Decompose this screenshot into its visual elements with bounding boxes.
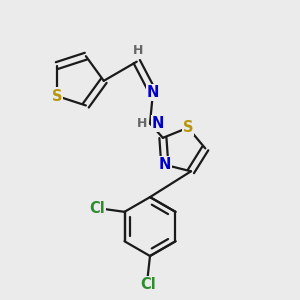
Text: H: H xyxy=(133,44,143,57)
Text: N: N xyxy=(152,116,164,131)
Text: Cl: Cl xyxy=(140,277,155,292)
Text: N: N xyxy=(159,157,171,172)
Text: N: N xyxy=(147,85,159,100)
Text: S: S xyxy=(183,120,193,135)
Text: H: H xyxy=(137,117,147,130)
Text: S: S xyxy=(52,88,62,104)
Text: Cl: Cl xyxy=(89,201,105,216)
